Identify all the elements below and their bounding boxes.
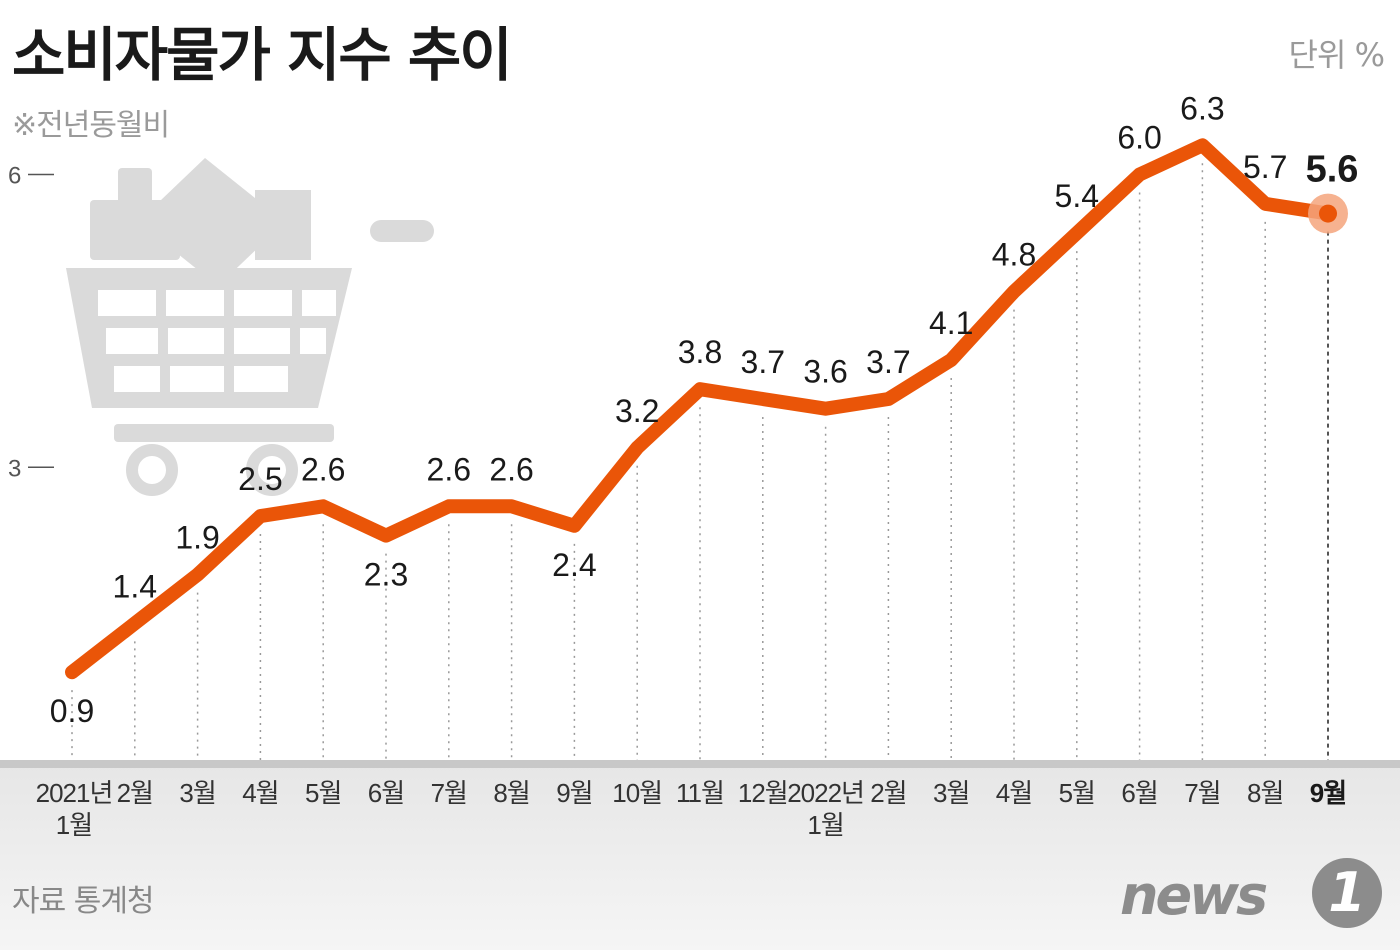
chart-title: 소비자물가 지수 추이 bbox=[12, 21, 513, 89]
x-tick-label: 6월 bbox=[1121, 778, 1157, 808]
x-tick-line: 9월 bbox=[1310, 778, 1346, 808]
x-tick-label: 2021년 1월 bbox=[36, 778, 113, 840]
x-tick-label: 4월 bbox=[242, 778, 278, 808]
data-label: 5.6 bbox=[1306, 149, 1359, 191]
x-tick-line: 4월 bbox=[242, 778, 278, 808]
x-tick-line: 2022년 bbox=[787, 778, 864, 808]
shopping-cart-icon bbox=[66, 158, 434, 496]
data-label: 1.9 bbox=[175, 520, 219, 556]
x-tick-line: 7월 bbox=[431, 778, 467, 808]
x-tick-line: 11월 bbox=[676, 778, 724, 808]
x-tick-label: 7월 bbox=[431, 778, 467, 808]
x-tick-label: 5월 bbox=[305, 778, 341, 808]
x-tick-label: 6월 bbox=[368, 778, 404, 808]
x-tick-line: 2021년 bbox=[36, 778, 113, 808]
x-tick-label: 11월 bbox=[676, 778, 724, 808]
data-label: 6.3 bbox=[1180, 90, 1224, 126]
x-tick-line: 3월 bbox=[933, 778, 969, 808]
data-label: 2.4 bbox=[552, 547, 596, 583]
series-line-group bbox=[65, 138, 1348, 680]
x-tick-label: 10월 bbox=[612, 778, 662, 808]
data-label: 5.7 bbox=[1243, 149, 1287, 185]
x-tick-line: 12월 bbox=[738, 778, 788, 808]
x-tick-label: 2월 bbox=[117, 778, 153, 808]
x-tick-line: 8월 bbox=[493, 778, 529, 808]
x-tick-label: 9월 bbox=[1310, 778, 1346, 808]
y-tick-label: 6 bbox=[8, 163, 21, 190]
data-label: 3.2 bbox=[615, 393, 659, 429]
data-label: 2.5 bbox=[238, 461, 282, 497]
news1-logo: news 1 bbox=[1120, 858, 1382, 930]
logo-badge: 1 bbox=[1312, 858, 1382, 928]
cart-basket-grid bbox=[98, 290, 336, 392]
x-tick-label: 8월 bbox=[1247, 778, 1283, 808]
drop-lines bbox=[71, 163, 1329, 760]
latest-point bbox=[1319, 204, 1337, 223]
x-tick-line: 6월 bbox=[1121, 778, 1157, 808]
x-tick-label: 2022년 1월 bbox=[787, 778, 864, 840]
x-tick-label: 5월 bbox=[1059, 778, 1095, 808]
x-tick-line: 8월 bbox=[1247, 778, 1283, 808]
data-label: 5.4 bbox=[1055, 178, 1099, 214]
x-tick-line: 10월 bbox=[612, 778, 662, 808]
x-tick-line: 1월 bbox=[56, 810, 92, 840]
data-label: 2.6 bbox=[427, 451, 471, 487]
x-tick-line: 4월 bbox=[996, 778, 1032, 808]
x-tick-label: 7월 bbox=[1184, 778, 1220, 808]
data-label: 3.7 bbox=[866, 344, 910, 380]
x-tick-label: 4월 bbox=[996, 778, 1032, 808]
series-line bbox=[65, 138, 1335, 680]
x-tick-line: 3월 bbox=[179, 778, 215, 808]
data-label: 4.8 bbox=[992, 237, 1036, 273]
x-tick-label: 9월 bbox=[556, 778, 592, 808]
source-label: 자료 통계청 bbox=[12, 884, 155, 919]
x-tick-line: 1월 bbox=[807, 810, 843, 840]
data-label: 3.7 bbox=[741, 344, 785, 380]
x-tick-label: 3월 bbox=[933, 778, 969, 808]
data-labels: 0.9 1.4 1.9 2.5 2.6 2.3 2.6 2.6 2.4 3.2 3.8 3.7 3.6 3… bbox=[50, 90, 1359, 729]
unit-label: 단위 % bbox=[1288, 36, 1385, 74]
data-label: 6.0 bbox=[1117, 120, 1161, 156]
x-tick-label: 3월 bbox=[179, 778, 215, 808]
x-tick-line: 5월 bbox=[305, 778, 341, 808]
data-label: 1.4 bbox=[113, 568, 157, 604]
x-tick-line: 6월 bbox=[368, 778, 404, 808]
footer-band bbox=[0, 762, 1400, 950]
data-label: 3.6 bbox=[803, 354, 847, 390]
x-axis-band bbox=[0, 760, 1400, 768]
data-label: 3.8 bbox=[678, 334, 722, 370]
logo-wordmark: news bbox=[1120, 864, 1268, 927]
x-tick-label: 2월 bbox=[870, 778, 906, 808]
y-tick-label: 3 bbox=[8, 455, 21, 482]
x-tick-line: 2월 bbox=[117, 778, 153, 808]
chart-subtitle: ※전년동월비 bbox=[12, 108, 170, 143]
y-axis: 36 bbox=[8, 163, 54, 482]
data-label: 0.9 bbox=[50, 693, 94, 729]
data-label: 2.6 bbox=[489, 451, 533, 487]
data-label: 4.1 bbox=[929, 305, 973, 341]
x-tick-line: 2월 bbox=[870, 778, 906, 808]
data-label: 2.3 bbox=[364, 557, 408, 593]
x-tick-line: 9월 bbox=[556, 778, 592, 808]
x-tick-line: 7월 bbox=[1184, 778, 1220, 808]
x-tick-line: 5월 bbox=[1059, 778, 1095, 808]
x-tick-label: 12월 bbox=[738, 778, 788, 808]
x-tick-label: 8월 bbox=[493, 778, 529, 808]
data-label: 2.6 bbox=[301, 451, 345, 487]
